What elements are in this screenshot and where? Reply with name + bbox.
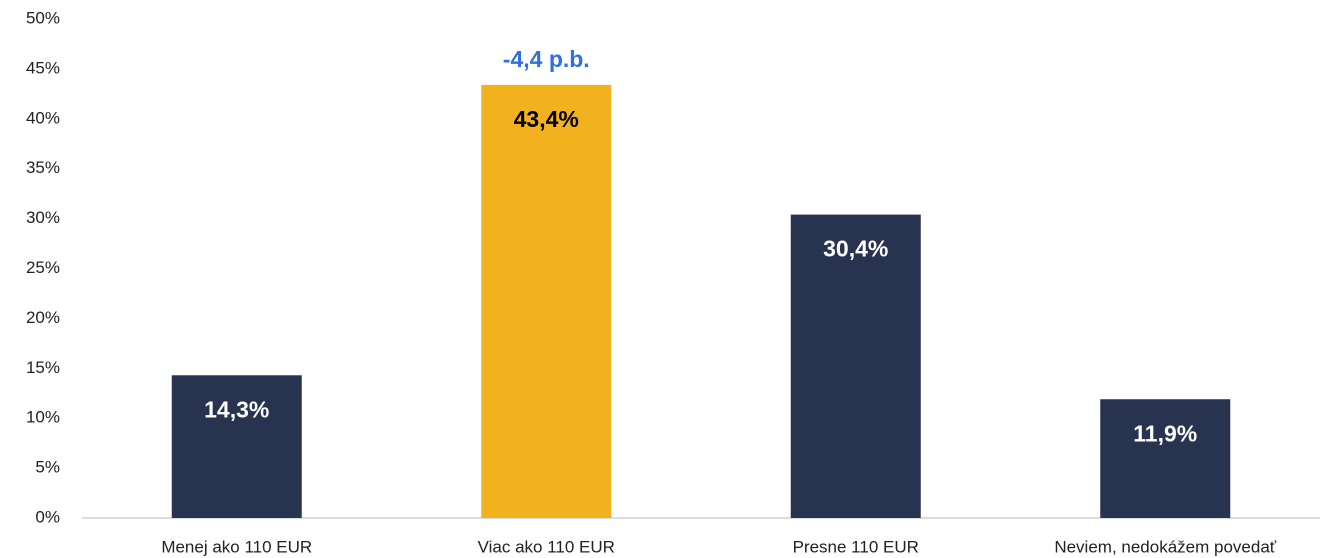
value-label: 43,4% — [514, 106, 579, 132]
value-label: 14,3% — [204, 396, 269, 422]
y-tick-label: 30% — [26, 208, 60, 227]
x-tick-label: Viac ako 110 EUR — [478, 537, 615, 556]
y-tick-label: 5% — [35, 458, 60, 477]
y-tick-label: 15% — [26, 358, 60, 377]
x-tick-label: Menej ako 110 EUR — [161, 537, 312, 556]
bar — [481, 84, 612, 519]
x-tick-label: Presne 110 EUR — [793, 537, 919, 556]
y-tick-label: 20% — [26, 308, 60, 327]
y-tick-label: 45% — [26, 58, 60, 77]
y-tick-label: 40% — [26, 108, 60, 127]
y-tick-label: 10% — [26, 408, 60, 427]
x-tick-label: Neviem, nedokážem povedať — [1054, 537, 1276, 556]
y-tick-label: 35% — [26, 158, 60, 177]
annotation: -4,4 p.b. — [503, 46, 590, 72]
bar — [1100, 399, 1231, 518]
y-tick-label: 25% — [26, 258, 60, 277]
value-label: 11,9% — [1133, 420, 1197, 446]
bar — [171, 375, 302, 518]
y-tick-label: 0% — [35, 507, 60, 526]
y-tick-label: 50% — [26, 8, 60, 27]
bar — [790, 214, 921, 518]
value-label: 30,4% — [823, 236, 888, 262]
